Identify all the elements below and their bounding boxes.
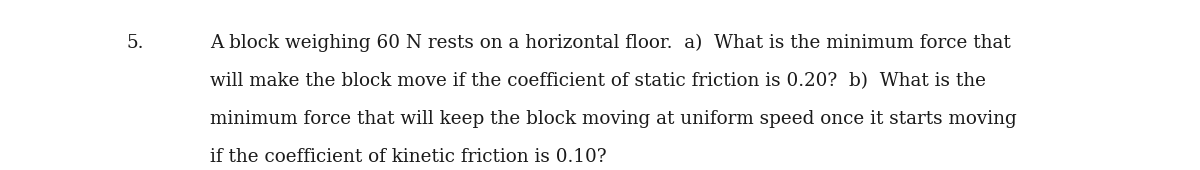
Text: will make the block move if the coefficient of static friction is 0.20?  b)  Wha: will make the block move if the coeffici… — [210, 72, 986, 90]
Text: A block weighing 60 N rests on a horizontal floor.  a)  What is the minimum forc: A block weighing 60 N rests on a horizon… — [210, 34, 1010, 52]
Text: minimum force that will keep the block moving at uniform speed once it starts mo: minimum force that will keep the block m… — [210, 110, 1016, 129]
Text: if the coefficient of kinetic friction is 0.10?: if the coefficient of kinetic friction i… — [210, 148, 607, 166]
Text: 5.: 5. — [126, 34, 144, 52]
